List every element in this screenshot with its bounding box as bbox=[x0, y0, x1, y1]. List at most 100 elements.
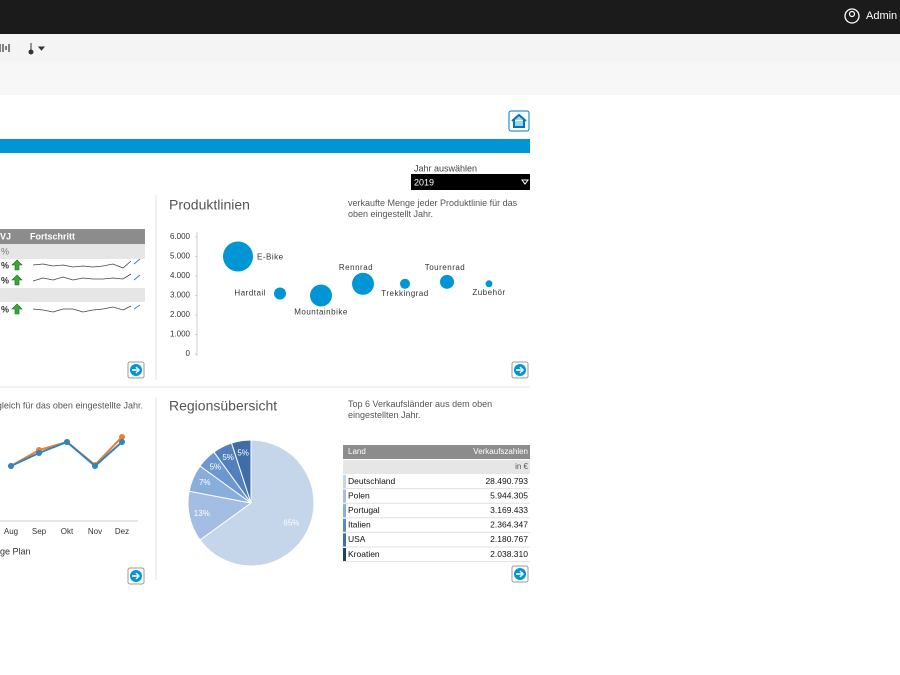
home-icon bbox=[511, 113, 527, 128]
bubble bbox=[310, 284, 332, 307]
table-cell: 2.038.310 bbox=[490, 549, 528, 559]
sub-toolbar bbox=[0, 62, 900, 95]
chart-title: Produktlinien bbox=[169, 197, 250, 213]
nav-button[interactable] bbox=[511, 361, 529, 379]
user-icon[interactable] bbox=[844, 8, 860, 24]
row-marker bbox=[343, 504, 346, 518]
row-marker bbox=[343, 533, 346, 547]
user-name[interactable]: Admin bbox=[866, 10, 897, 22]
bubble-label: E-Bike bbox=[257, 253, 284, 262]
row-marker bbox=[343, 489, 346, 503]
kpi-group-row bbox=[0, 244, 145, 259]
kpi-group-row bbox=[0, 288, 145, 302]
y-tick-label: 6.000 bbox=[170, 232, 191, 241]
chart-title: Regionsübersicht bbox=[169, 398, 277, 414]
bubble bbox=[223, 241, 253, 272]
y-tick-label: 0 bbox=[186, 349, 191, 358]
x-tick-label: Aug bbox=[4, 527, 18, 536]
table-cell: 3.169.433 bbox=[490, 505, 528, 515]
kpi-header bbox=[0, 229, 145, 244]
kpi-column: Fortschritt bbox=[30, 231, 75, 241]
x-tick-label: Okt bbox=[61, 527, 74, 536]
nav-button[interactable] bbox=[127, 567, 145, 585]
point bbox=[36, 450, 42, 456]
table-cell: 28.490.793 bbox=[485, 476, 528, 486]
bubble-label: Trekkingrad bbox=[381, 289, 428, 298]
bubble-label: Hardtail bbox=[234, 289, 266, 298]
table-cell: Deutschland bbox=[348, 476, 396, 486]
top-bar bbox=[0, 0, 900, 34]
bubble bbox=[352, 272, 374, 295]
x-tick-label: Sep bbox=[32, 527, 47, 536]
row-marker bbox=[343, 518, 346, 532]
nav-button[interactable] bbox=[127, 361, 145, 379]
pie-label: 65% bbox=[283, 519, 299, 528]
year-dropdown[interactable] bbox=[411, 174, 530, 190]
kpi-cell: % bbox=[1, 246, 9, 256]
sparkline-end bbox=[133, 258, 141, 310]
bubble-label: Zubehör bbox=[472, 288, 505, 297]
toolbar-icon[interactable] bbox=[0, 44, 10, 52]
table-column: Verkaufszahlen bbox=[473, 447, 528, 456]
trend-arrows bbox=[11, 259, 23, 315]
x-tick-label: Dez bbox=[115, 527, 129, 536]
y-tick-label: 3.000 bbox=[170, 291, 191, 300]
bubble bbox=[485, 280, 493, 288]
y-tick-label: 2.000 bbox=[170, 310, 191, 319]
year-value[interactable]: 2019 bbox=[414, 177, 434, 187]
bubble-label: Tourenrad bbox=[425, 263, 466, 272]
pie-slice bbox=[230, 439, 252, 504]
y-tick-label: 5.000 bbox=[170, 252, 191, 261]
y-tick-label: 1.000 bbox=[170, 330, 191, 339]
year-label: Jahr auswählen bbox=[414, 163, 477, 173]
nav-button[interactable] bbox=[511, 565, 529, 583]
row-marker bbox=[343, 475, 346, 488]
chart-subtitle: verkaufte Menge jeder Produktlinie für d… bbox=[348, 198, 518, 219]
table-cell: Portugal bbox=[348, 505, 380, 515]
table-cell: Polen bbox=[348, 490, 370, 500]
table-cell: USA bbox=[348, 534, 366, 544]
table-cell: Kroatien bbox=[348, 549, 380, 559]
point bbox=[119, 434, 125, 440]
user-icon-head bbox=[848, 10, 856, 18]
dropdown-arrow bbox=[521, 179, 529, 185]
x-tick-label: Nov bbox=[88, 527, 102, 536]
pie-label: 5% bbox=[210, 462, 222, 471]
bubble-label: Rennrad bbox=[339, 263, 373, 272]
header-band bbox=[0, 139, 530, 153]
unit-row bbox=[343, 460, 530, 474]
toolbar bbox=[0, 34, 900, 62]
kpi-cell: % bbox=[1, 304, 9, 314]
point bbox=[119, 439, 125, 445]
pie-label: 7% bbox=[199, 478, 211, 487]
pie-label: 5% bbox=[237, 448, 249, 457]
pie-slice bbox=[199, 439, 315, 567]
point bbox=[92, 463, 98, 469]
bubble bbox=[274, 287, 286, 300]
row-marker bbox=[343, 548, 346, 561]
pie-label: 13% bbox=[194, 509, 210, 518]
point bbox=[8, 463, 14, 469]
point bbox=[64, 439, 70, 445]
chart-subtitle: Top 6 Verkaufsländer aus dem oben einges… bbox=[348, 399, 493, 420]
y-tick-label: 4.000 bbox=[170, 271, 191, 280]
legend-text: ge Plan bbox=[0, 546, 31, 556]
kpi-column: VJ bbox=[0, 231, 11, 241]
toolbar-icon[interactable] bbox=[28, 43, 46, 55]
table-column: Land bbox=[348, 447, 366, 456]
table-cell: 2.364.347 bbox=[490, 520, 528, 530]
bubble bbox=[440, 274, 454, 289]
kpi-cell: % bbox=[1, 260, 9, 270]
table-cell: 2.180.767 bbox=[490, 534, 528, 544]
sparklines bbox=[32, 260, 132, 313]
table-cell: Italien bbox=[348, 520, 371, 530]
chart-subtitle: gleich für das oben eingestellte Jahr. bbox=[0, 400, 143, 410]
table-cell: 5.944.305 bbox=[490, 490, 528, 500]
pie-label: 5% bbox=[222, 453, 234, 462]
unit-label: in € bbox=[515, 462, 528, 471]
table-header bbox=[343, 445, 530, 459]
nav-buttons bbox=[127, 361, 529, 585]
bubble bbox=[400, 278, 410, 289]
